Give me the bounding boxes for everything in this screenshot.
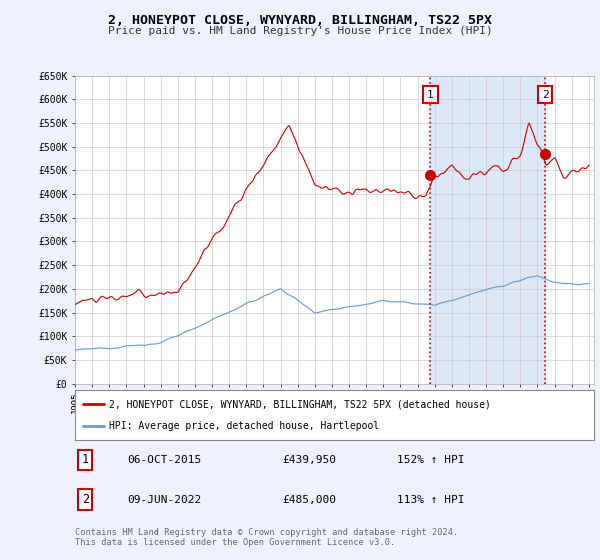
- Text: 1: 1: [427, 90, 434, 100]
- Text: 2: 2: [542, 90, 548, 100]
- Text: 113% ↑ HPI: 113% ↑ HPI: [397, 494, 464, 505]
- Text: Price paid vs. HM Land Registry's House Price Index (HPI): Price paid vs. HM Land Registry's House …: [107, 26, 493, 36]
- Text: 1: 1: [82, 453, 89, 466]
- Text: 152% ↑ HPI: 152% ↑ HPI: [397, 455, 464, 465]
- Text: 2: 2: [82, 493, 89, 506]
- Text: £485,000: £485,000: [283, 494, 337, 505]
- Text: £439,950: £439,950: [283, 455, 337, 465]
- Text: 09-JUN-2022: 09-JUN-2022: [127, 494, 201, 505]
- Text: 06-OCT-2015: 06-OCT-2015: [127, 455, 201, 465]
- Text: 2, HONEYPOT CLOSE, WYNYARD, BILLINGHAM, TS22 5PX (detached house): 2, HONEYPOT CLOSE, WYNYARD, BILLINGHAM, …: [109, 399, 491, 409]
- Text: 2, HONEYPOT CLOSE, WYNYARD, BILLINGHAM, TS22 5PX: 2, HONEYPOT CLOSE, WYNYARD, BILLINGHAM, …: [108, 14, 492, 27]
- Text: HPI: Average price, detached house, Hartlepool: HPI: Average price, detached house, Hart…: [109, 421, 379, 431]
- Bar: [430, 76, 545, 384]
- Text: Contains HM Land Registry data © Crown copyright and database right 2024.
This d: Contains HM Land Registry data © Crown c…: [75, 528, 458, 547]
